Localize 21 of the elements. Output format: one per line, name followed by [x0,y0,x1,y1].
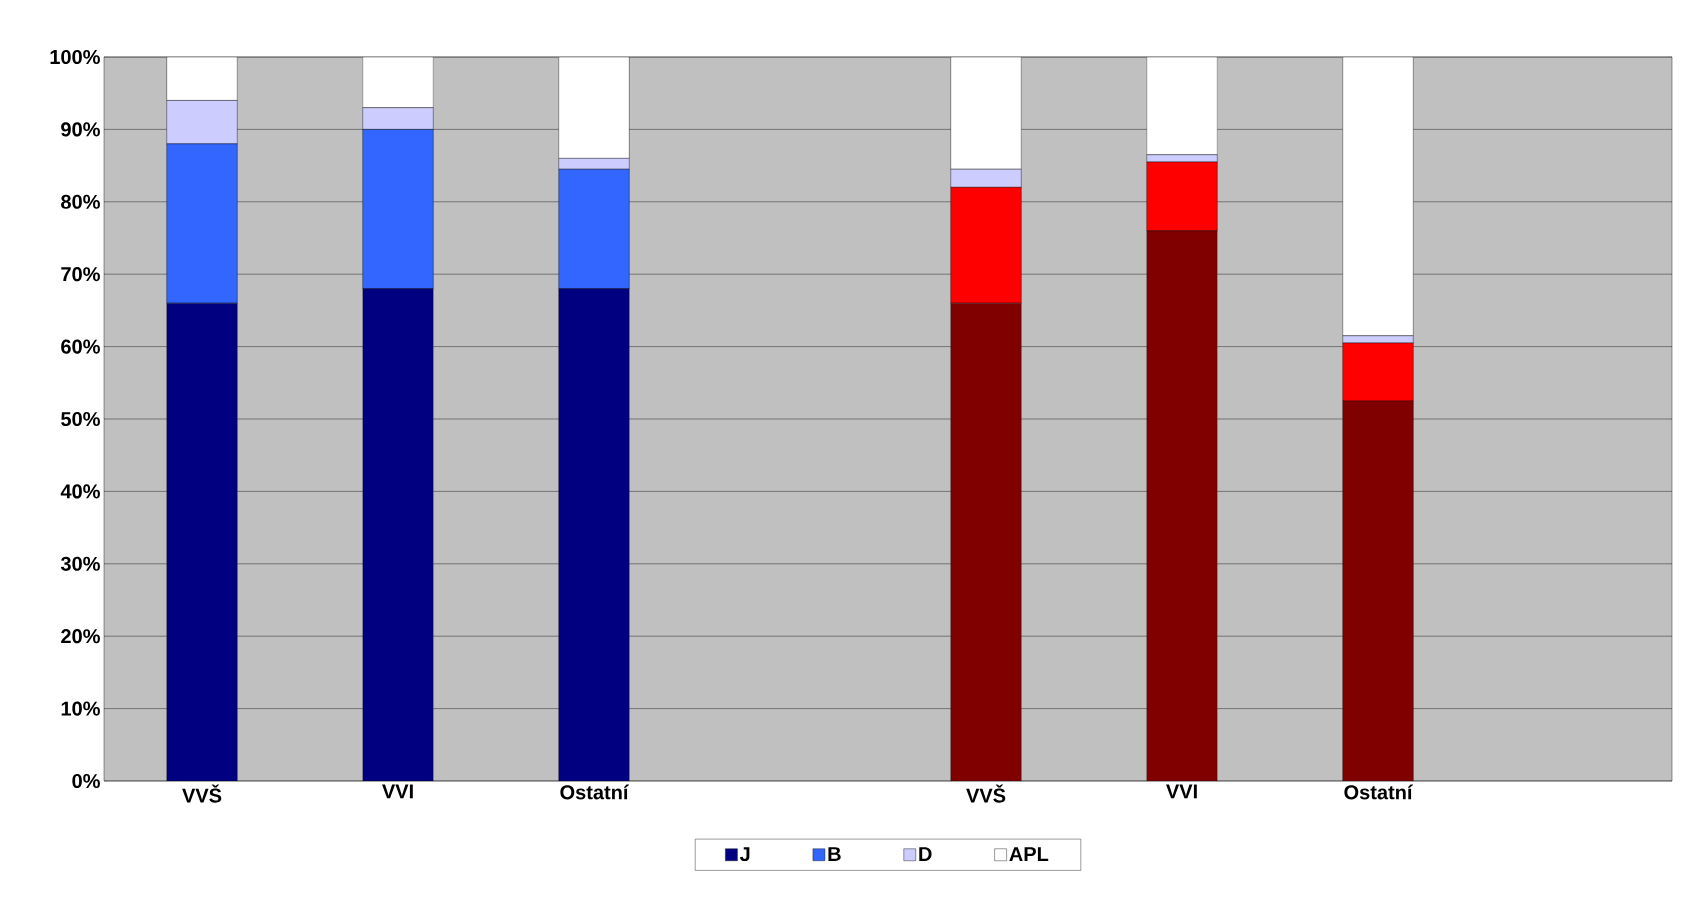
x-tick-label: Ostatní [1344,784,1414,800]
x-tick-label: VVI [382,784,413,799]
y-tick-label: 0% [72,773,100,789]
y-tick-label: 80% [61,194,100,209]
y-tick-label: 10% [61,701,100,716]
x-tick-label: VVI [1166,784,1197,799]
x-tick-label: Ostatní [560,784,629,800]
y-tick-label: 60% [61,339,100,354]
y-tick-label: 20% [61,629,100,644]
legend-label: B [828,847,841,861]
x-tick-label: VVŠ [182,784,222,803]
y-tick-label: 30% [60,556,100,571]
y-tick-label: 100% [50,49,100,65]
legend-label: J [739,847,750,862]
y-tick-label: 70% [61,267,100,282]
y-tick-label: 50% [61,411,100,427]
x-tick-label: VVŠ [966,784,1006,803]
legend-label: D [919,847,932,861]
y-tick-label: 40% [60,484,100,499]
legend-label: APL [1009,847,1049,861]
y-tick-label: 90% [61,122,100,137]
